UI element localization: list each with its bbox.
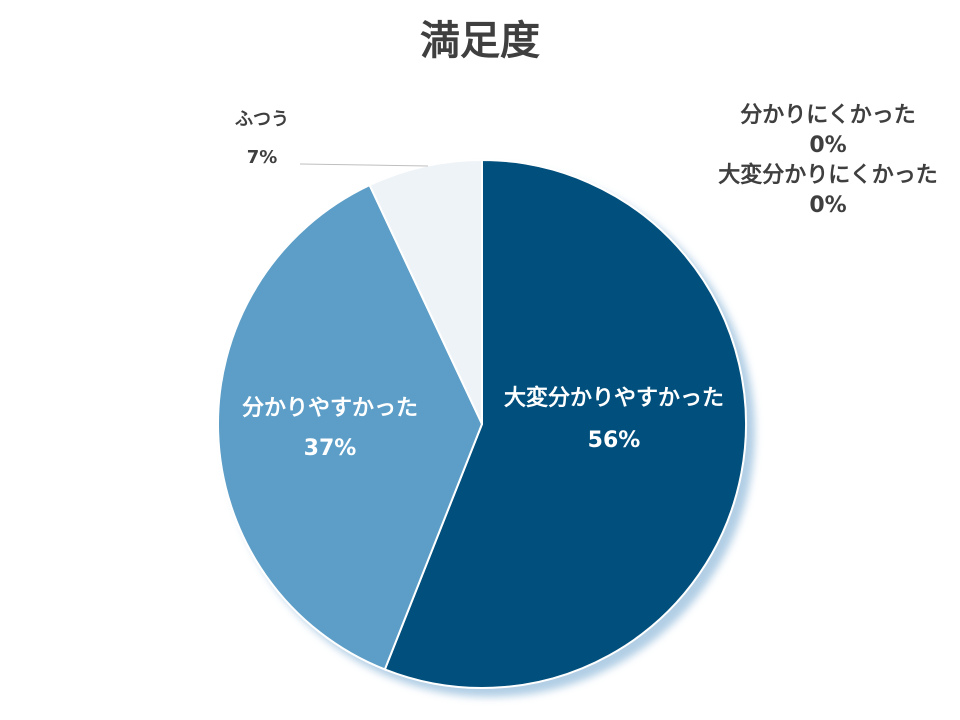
pie-slice-1 bbox=[383, 158, 747, 689]
leader-lines bbox=[299, 163, 429, 167]
slice-label-value-5: 0% bbox=[809, 193, 846, 218]
pie-slice-2 bbox=[217, 183, 484, 671]
slice-label-category-5: 大変分かりにくかった bbox=[718, 162, 938, 188]
slice-label-category-4: 分かりにくかった bbox=[740, 103, 916, 128]
slice-label-value-3: 7% bbox=[247, 147, 278, 168]
slice-label-value-4: 0% bbox=[809, 133, 846, 158]
chart-title: 満足度 bbox=[420, 18, 540, 64]
slice-label-category-1: 大変分かりやすかった bbox=[504, 385, 724, 411]
data-labels: 大変分かりやすかった 56% 分かりやすかった 37% ふつう 7% 分かりにくかった 0% 大… bbox=[235, 103, 938, 461]
slice-label-category-3: ふつう bbox=[235, 109, 289, 130]
leader-line-3 bbox=[299, 163, 429, 167]
pie-slices bbox=[217, 158, 747, 689]
slice-label-value-2: 37% bbox=[304, 436, 357, 461]
slice-label-value-1: 56% bbox=[588, 428, 641, 453]
slice-label-category-2: 分かりやすかった bbox=[242, 396, 418, 421]
